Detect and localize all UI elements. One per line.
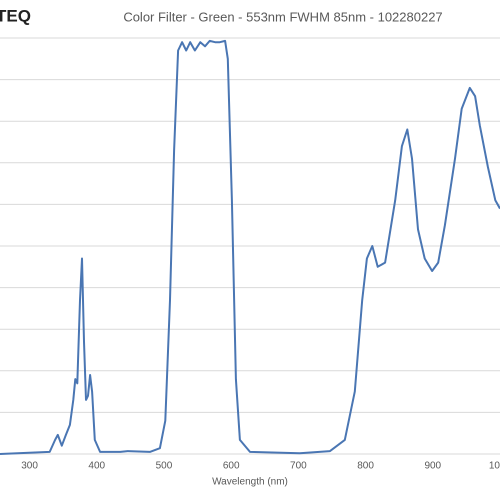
x-axis-label: Wavelength (nm): [212, 477, 288, 488]
x-tick-label: 400: [88, 461, 105, 472]
x-tick-label: 700: [290, 461, 307, 472]
x-tick-label: 600: [223, 461, 240, 472]
x-tick-label: 1000: [489, 461, 500, 472]
logo: TEQ: [0, 6, 31, 25]
chart-title: Color Filter - Green - 553nm FWHM 85nm -…: [123, 9, 442, 24]
x-tick-label: 800: [357, 461, 374, 472]
x-tick-label: 300: [21, 461, 38, 472]
x-tick-label: 500: [156, 461, 173, 472]
x-tick-label: 900: [424, 461, 441, 472]
data-line: [0, 39, 500, 455]
